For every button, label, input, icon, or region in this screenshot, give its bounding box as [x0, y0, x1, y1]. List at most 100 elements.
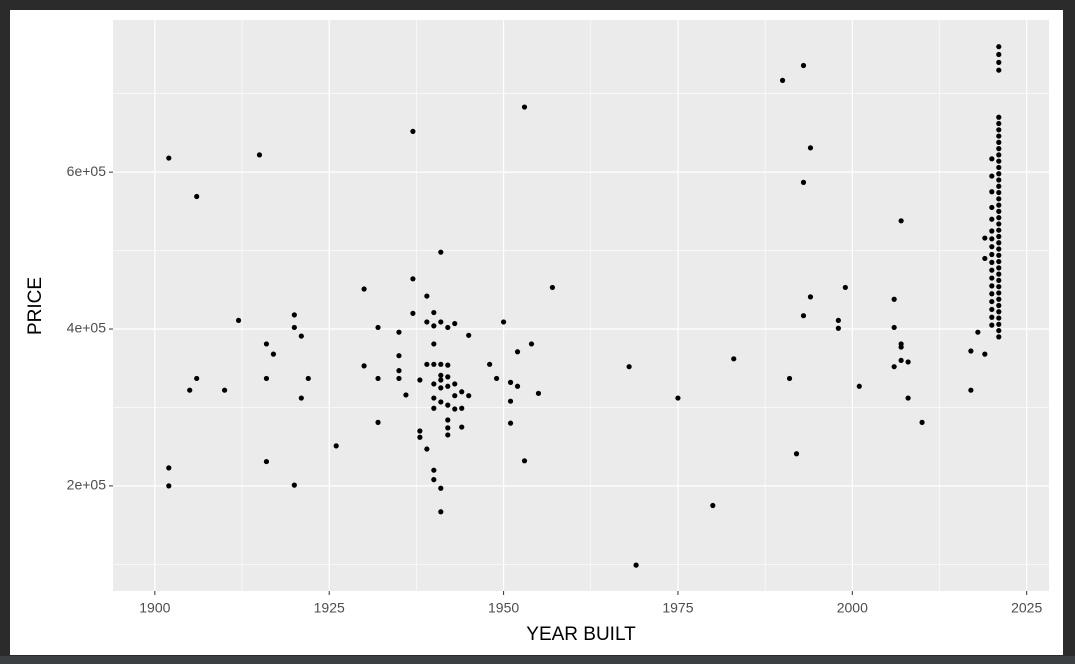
point [263, 458, 270, 465]
point [626, 364, 632, 370]
point [305, 375, 311, 382]
point [996, 120, 1002, 127]
point [431, 477, 437, 483]
point [459, 405, 465, 411]
point [424, 319, 430, 325]
point [431, 395, 437, 401]
x-tick-label: 2025 [1011, 600, 1042, 616]
point [438, 372, 444, 378]
point [982, 255, 988, 262]
point [459, 424, 465, 430]
point [438, 485, 444, 491]
point [452, 393, 458, 399]
point [438, 361, 444, 367]
point [800, 62, 807, 69]
point [996, 51, 1002, 58]
point [996, 252, 1002, 258]
point [333, 443, 339, 449]
point [975, 329, 981, 335]
point [731, 356, 737, 362]
point [500, 319, 507, 325]
point [996, 152, 1002, 158]
point [431, 405, 437, 411]
point [807, 294, 814, 300]
point [800, 313, 807, 319]
point [487, 361, 493, 367]
point [996, 139, 1002, 145]
point [793, 451, 800, 457]
point [263, 375, 270, 382]
point [989, 173, 995, 179]
x-tick-label: 1975 [662, 600, 693, 616]
point [996, 233, 1002, 240]
point [507, 379, 514, 385]
point [989, 251, 995, 258]
point [452, 381, 458, 387]
point [194, 193, 200, 200]
point [996, 221, 1002, 227]
point [996, 164, 1002, 171]
x-tick-label: 1925 [314, 600, 345, 616]
point [633, 562, 639, 568]
point [842, 284, 848, 291]
point [431, 309, 437, 316]
point [996, 196, 1002, 202]
point [989, 228, 995, 234]
point [996, 309, 1002, 315]
point [996, 171, 1002, 177]
point [445, 432, 451, 438]
point [989, 314, 995, 320]
point [361, 363, 367, 369]
x-tick-label: 1900 [139, 600, 170, 616]
point [982, 235, 988, 241]
point [445, 324, 451, 331]
point [996, 284, 1002, 290]
point [431, 381, 437, 387]
point [989, 306, 995, 313]
point [905, 395, 911, 401]
point [445, 362, 451, 368]
point [807, 145, 814, 151]
point [968, 348, 974, 354]
point [996, 290, 1002, 296]
point [996, 177, 1002, 183]
y-tick-label: 2e+05 [67, 477, 107, 493]
x-tick-label: 1950 [488, 600, 519, 616]
point [270, 351, 277, 357]
point [431, 323, 437, 329]
point [675, 395, 681, 401]
point [445, 425, 451, 431]
point [898, 357, 904, 364]
point [438, 249, 444, 255]
point [996, 227, 1002, 233]
point [905, 359, 911, 365]
point [466, 332, 472, 338]
point [521, 458, 528, 464]
point [996, 215, 1002, 221]
point [375, 375, 381, 382]
point [996, 277, 1002, 284]
point [996, 327, 1002, 334]
point [996, 258, 1002, 265]
point [968, 387, 974, 393]
point [989, 275, 995, 281]
point [996, 315, 1002, 321]
point [514, 383, 521, 389]
point [431, 341, 437, 347]
point [166, 483, 172, 489]
point [996, 67, 1002, 73]
point [410, 310, 416, 316]
point [507, 420, 514, 426]
point [396, 353, 402, 359]
point [514, 349, 521, 355]
point [989, 216, 995, 222]
point [898, 344, 904, 350]
point [424, 361, 430, 367]
point [417, 377, 423, 383]
point [452, 406, 458, 412]
point [375, 419, 381, 425]
point [989, 283, 995, 289]
point [361, 286, 367, 292]
point [438, 319, 444, 325]
point [891, 296, 897, 302]
